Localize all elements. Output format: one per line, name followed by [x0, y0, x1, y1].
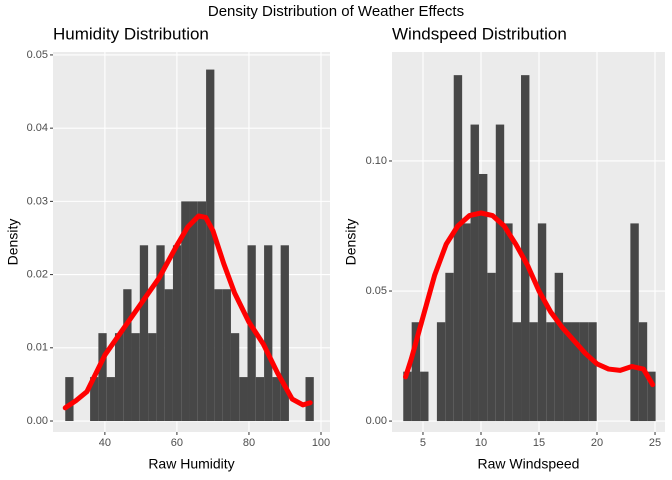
density-curve	[403, 210, 656, 388]
x-tick-label: 15	[533, 437, 545, 449]
bar	[131, 333, 140, 422]
bar	[172, 245, 182, 422]
bar	[247, 245, 256, 422]
bar	[630, 223, 639, 422]
bar	[106, 377, 115, 422]
bar	[148, 333, 157, 422]
bar	[495, 124, 505, 422]
bar	[206, 69, 215, 422]
bar	[403, 371, 412, 422]
chart-title: Density Distribution of Weather Effects	[208, 3, 464, 20]
bar	[470, 124, 479, 422]
bar	[420, 371, 429, 422]
bar	[478, 173, 488, 422]
bar	[563, 322, 572, 422]
bar	[98, 333, 107, 422]
bar	[445, 272, 454, 422]
bar	[156, 245, 165, 422]
y-tick-label: 0.10	[366, 155, 387, 167]
y-tick-label: 0.03	[27, 195, 48, 207]
x-tick-label: 100	[312, 437, 330, 449]
bar	[462, 223, 471, 422]
bar	[222, 289, 231, 422]
bar	[305, 377, 314, 422]
y-tick-label: 0.00	[366, 415, 387, 427]
bar	[647, 371, 656, 422]
x-tick-label: 25	[649, 437, 661, 449]
bar	[512, 322, 522, 422]
y-tick-label: 0.05	[366, 285, 387, 297]
bar	[571, 322, 580, 422]
bar	[588, 322, 597, 422]
x-tick-label: 10	[475, 437, 487, 449]
bar	[272, 377, 281, 422]
bar	[280, 245, 289, 422]
y-axis-label: Density	[343, 219, 359, 266]
bar	[123, 289, 132, 422]
x-tick-label: 20	[591, 437, 603, 449]
bar	[264, 245, 273, 422]
y-tick-label: 0.00	[27, 415, 48, 427]
density-curve	[62, 213, 313, 411]
y-tick-label: 0.04	[27, 122, 48, 134]
y-tick-label: 0.05	[27, 49, 48, 61]
bar	[453, 75, 463, 422]
y-tick-label: 0.01	[27, 342, 48, 354]
bar	[114, 333, 124, 422]
panel-title: Humidity Distribution	[53, 24, 209, 43]
bar	[65, 377, 74, 422]
panel-title: Windspeed Distribution	[392, 24, 567, 43]
bar	[139, 245, 149, 422]
bar	[230, 333, 240, 422]
x-tick-label: 80	[243, 437, 255, 449]
bar	[537, 223, 547, 422]
x-axis-label: Raw Humidity	[148, 456, 234, 472]
bar	[504, 223, 513, 422]
bar	[189, 201, 198, 422]
bar	[529, 322, 538, 422]
bar	[487, 272, 496, 422]
bar	[436, 322, 446, 422]
bar	[411, 322, 421, 422]
y-tick-label: 0.02	[27, 268, 48, 280]
x-axis-label: Raw Windspeed	[478, 456, 580, 472]
x-tick-label: 5	[420, 437, 426, 449]
bar	[90, 377, 99, 422]
bar	[579, 322, 589, 422]
bar	[554, 272, 564, 422]
bar	[181, 201, 190, 422]
bar	[521, 75, 530, 422]
x-tick-label: 60	[171, 437, 183, 449]
bar	[164, 289, 173, 422]
bar	[255, 377, 265, 422]
bar	[546, 322, 555, 422]
bar	[239, 377, 248, 422]
x-tick-label: 40	[99, 437, 111, 449]
bar	[197, 201, 207, 422]
bar	[214, 289, 223, 422]
y-axis-label: Density	[5, 219, 21, 266]
